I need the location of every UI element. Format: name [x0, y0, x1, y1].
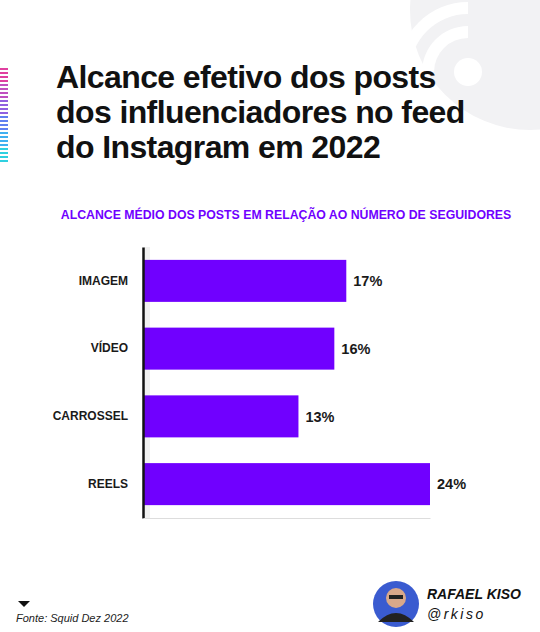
background [0, 0, 540, 632]
avatar-body [378, 613, 414, 622]
y-axis-line [142, 248, 145, 519]
bars [143, 260, 430, 505]
stripe [0, 100, 8, 102]
stripe [0, 96, 8, 98]
x-axis-line [144, 518, 431, 519]
corner-icon-dot [454, 58, 482, 86]
y-tick-label: CARROSSEL [53, 409, 128, 423]
author-name: RAFAEL KISO [427, 586, 521, 602]
stripe [0, 84, 8, 86]
data-labels: 17% 16% 13% 24% [305, 273, 466, 492]
stripe [0, 144, 8, 146]
y-tick-label: REELS [88, 477, 128, 491]
stripe [0, 160, 8, 162]
title-line: Alcance efetivo dos posts [56, 59, 436, 95]
stripe [0, 128, 8, 130]
chart-svg: Alcance efetivo dos postsdos influenciad… [0, 0, 540, 632]
stripe [0, 148, 8, 150]
stripe [0, 140, 8, 142]
source: Fonte: Squid Dez 2022 [16, 612, 129, 624]
stripe [0, 156, 8, 158]
title-line: do Instagram em 2022 [56, 129, 380, 165]
avatar-bg [373, 581, 419, 627]
author-handle: @rkiso [427, 606, 486, 622]
stripe [0, 132, 8, 134]
avatar-face [386, 588, 406, 608]
stripe [0, 88, 8, 90]
y-tick-label: IMAGEM [79, 274, 128, 288]
y-axis: IMAGEM VÍDEO CARROSSEL REELS [53, 248, 144, 519]
data-label: 13% [305, 409, 334, 425]
bar [143, 395, 298, 437]
y-tick: REELS [88, 477, 128, 491]
data-label: 17% [353, 273, 382, 289]
title: Alcance efetivo dos postsdos influenciad… [56, 59, 465, 165]
stripe [0, 152, 8, 154]
bar [143, 463, 430, 505]
avatar [373, 581, 419, 627]
source-marker [18, 601, 30, 607]
bar [143, 260, 346, 302]
data-label: 16% [341, 341, 370, 357]
data-label: 24% [437, 476, 466, 492]
y-tick: IMAGEM [79, 274, 128, 288]
y-tick: CARROSSEL [53, 409, 128, 423]
y-tick: VÍDEO [91, 340, 128, 355]
stripe [0, 104, 8, 106]
stripe [0, 120, 8, 122]
title-line: dos influenciadores no feed [56, 94, 465, 130]
stripe [0, 80, 8, 82]
subtitle: ALCANCE MÉDIO DOS POSTS EM RELAÇÃO AO NÚ… [61, 207, 511, 222]
bar [143, 328, 334, 370]
stripe [0, 112, 8, 114]
chart-container: Alcance efetivo dos postsdos influenciad… [0, 0, 540, 632]
stripe [0, 116, 8, 118]
stripe [0, 124, 8, 126]
stripe [0, 92, 8, 94]
stripe [0, 68, 8, 70]
x-axis [144, 518, 431, 519]
y-tick-label: VÍDEO [91, 340, 128, 355]
stripe [0, 72, 8, 74]
stripe [0, 76, 8, 78]
axis-shadow [144, 247, 150, 518]
stripe [0, 136, 8, 138]
avatar-glasses [389, 595, 403, 599]
stripe [0, 108, 8, 110]
